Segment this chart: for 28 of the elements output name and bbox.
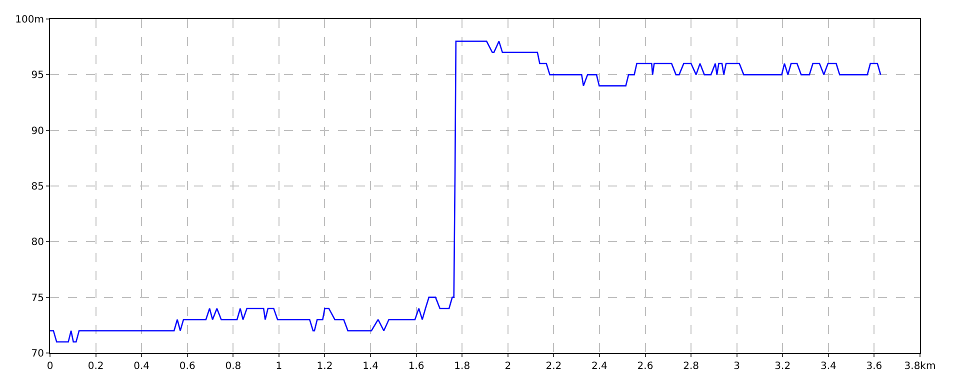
x-tick-label: 0.8	[225, 361, 242, 372]
x-tick-label: 1.4	[362, 361, 378, 372]
x-tick-label: 3.8km	[904, 361, 936, 372]
y-tick-label: 95	[31, 70, 44, 82]
line-series	[50, 40, 882, 343]
x-tick-label: 1.2	[316, 361, 333, 372]
x-tick-label: 1.8	[454, 361, 470, 372]
x-tick-label: 2.8	[683, 361, 700, 372]
x-tick-label: 1.6	[408, 361, 424, 372]
x-tick-label: 2.4	[592, 361, 608, 372]
y-tick-label: 100m	[15, 14, 44, 26]
x-tick-label: 2	[504, 361, 512, 372]
y-tick-label: 80	[31, 237, 44, 248]
y-tick-label: 75	[31, 292, 44, 304]
x-tick-label: 2.6	[637, 361, 654, 372]
y-tick-label: 70	[31, 348, 44, 360]
x-tick-label: 1	[276, 361, 282, 372]
y-tick-label: 90	[31, 126, 44, 137]
x-tick-label: 0.4	[134, 361, 150, 372]
y-tick-label: 85	[31, 182, 44, 192]
x-tick-label: 3.4	[820, 361, 836, 372]
x-tick-label: 3.6	[866, 361, 882, 372]
x-tick-label: 0	[46, 361, 54, 372]
x-tick-label: 2.2	[546, 361, 562, 372]
x-tick-label: 0.6	[179, 361, 196, 372]
x-tick-label: 0.2	[88, 361, 104, 372]
x-tick-label: 3	[734, 361, 740, 372]
x-tick-label: 3.2	[774, 361, 791, 372]
